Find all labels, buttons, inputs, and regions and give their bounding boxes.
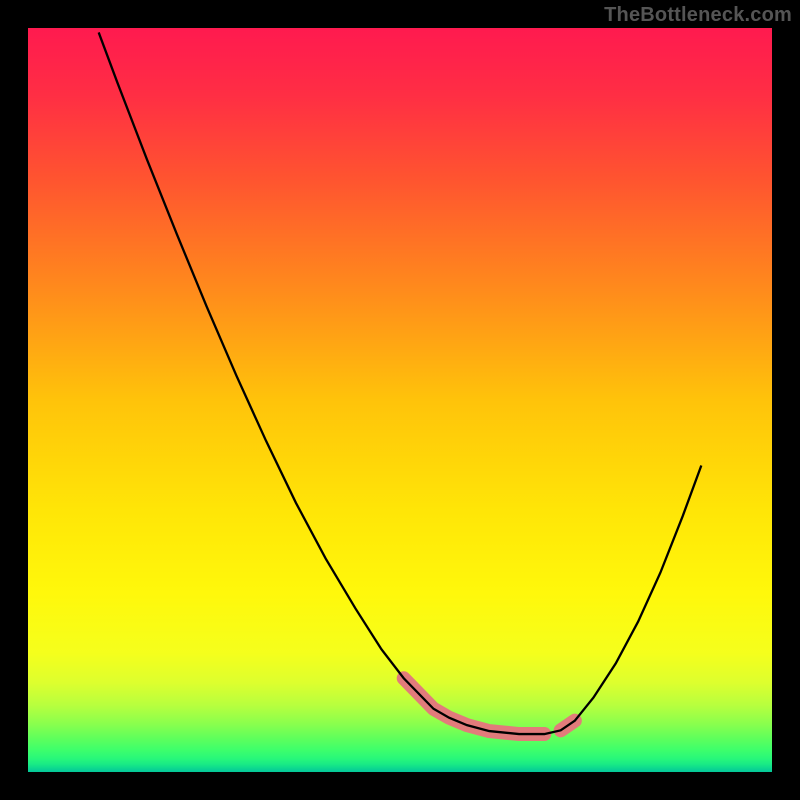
- highlight-segment: [404, 678, 545, 734]
- chart-frame: TheBottleneck.com: [0, 0, 800, 800]
- plot-area: [28, 28, 772, 772]
- bottleneck-curve: [99, 32, 702, 734]
- curve-layer: [28, 28, 772, 772]
- watermark-text: TheBottleneck.com: [604, 4, 792, 27]
